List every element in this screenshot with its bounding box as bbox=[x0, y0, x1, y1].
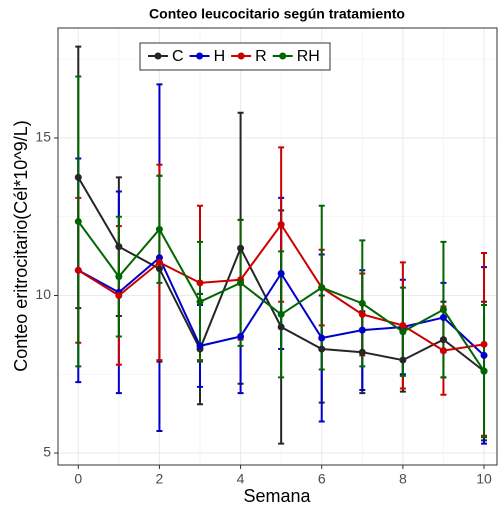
legend-key-point bbox=[237, 52, 245, 60]
legend-label: R bbox=[255, 48, 267, 65]
y-tick-label: 15 bbox=[35, 129, 51, 145]
legend-label: H bbox=[214, 48, 226, 65]
point bbox=[318, 345, 326, 353]
point bbox=[358, 326, 366, 334]
panel-border bbox=[57, 27, 498, 466]
legend-key-point bbox=[279, 52, 287, 60]
point bbox=[480, 367, 488, 375]
legend: C H R RH bbox=[139, 42, 331, 71]
point bbox=[439, 347, 447, 355]
point bbox=[115, 291, 123, 299]
point bbox=[358, 348, 366, 356]
x-tick-label: 4 bbox=[237, 471, 245, 487]
point bbox=[480, 351, 488, 359]
x-tick-label: 2 bbox=[156, 471, 164, 487]
point bbox=[399, 356, 407, 364]
point bbox=[439, 314, 447, 322]
point bbox=[115, 273, 123, 281]
legend-key-point bbox=[196, 52, 204, 60]
chart-title: Conteo leucocitario según tratamiento bbox=[149, 6, 405, 22]
point bbox=[277, 221, 285, 229]
point bbox=[439, 306, 447, 314]
point bbox=[358, 310, 366, 318]
point bbox=[277, 269, 285, 277]
point bbox=[115, 243, 123, 251]
x-tick-label: 8 bbox=[399, 471, 407, 487]
point bbox=[480, 340, 488, 348]
x-tick-label: 10 bbox=[476, 471, 492, 487]
legend-label: C bbox=[172, 48, 184, 65]
point bbox=[196, 279, 204, 287]
point bbox=[237, 279, 245, 287]
legend-box bbox=[139, 42, 331, 71]
point bbox=[277, 323, 285, 331]
x-tick-label: 0 bbox=[74, 471, 82, 487]
point bbox=[237, 244, 245, 252]
legend-key-point bbox=[154, 52, 162, 60]
point bbox=[74, 266, 82, 274]
point bbox=[399, 328, 407, 336]
point bbox=[155, 225, 163, 233]
point bbox=[74, 173, 82, 181]
point bbox=[277, 310, 285, 318]
x-axis-title: Semana bbox=[243, 486, 311, 506]
y-tick-label: 10 bbox=[35, 286, 51, 302]
point bbox=[196, 298, 204, 306]
point bbox=[318, 334, 326, 342]
point bbox=[196, 342, 204, 350]
point bbox=[237, 332, 245, 340]
point bbox=[155, 258, 163, 266]
point bbox=[74, 217, 82, 225]
point bbox=[439, 336, 447, 344]
point bbox=[399, 321, 407, 329]
point bbox=[318, 284, 326, 292]
y-tick-label: 5 bbox=[43, 444, 51, 460]
legend-label: RH bbox=[297, 48, 320, 65]
y-axis-title: Conteo eritrocitario(Cél*10^9/L) bbox=[11, 120, 31, 372]
x-tick-label: 6 bbox=[318, 471, 326, 487]
point bbox=[358, 299, 366, 307]
point bbox=[155, 265, 163, 273]
